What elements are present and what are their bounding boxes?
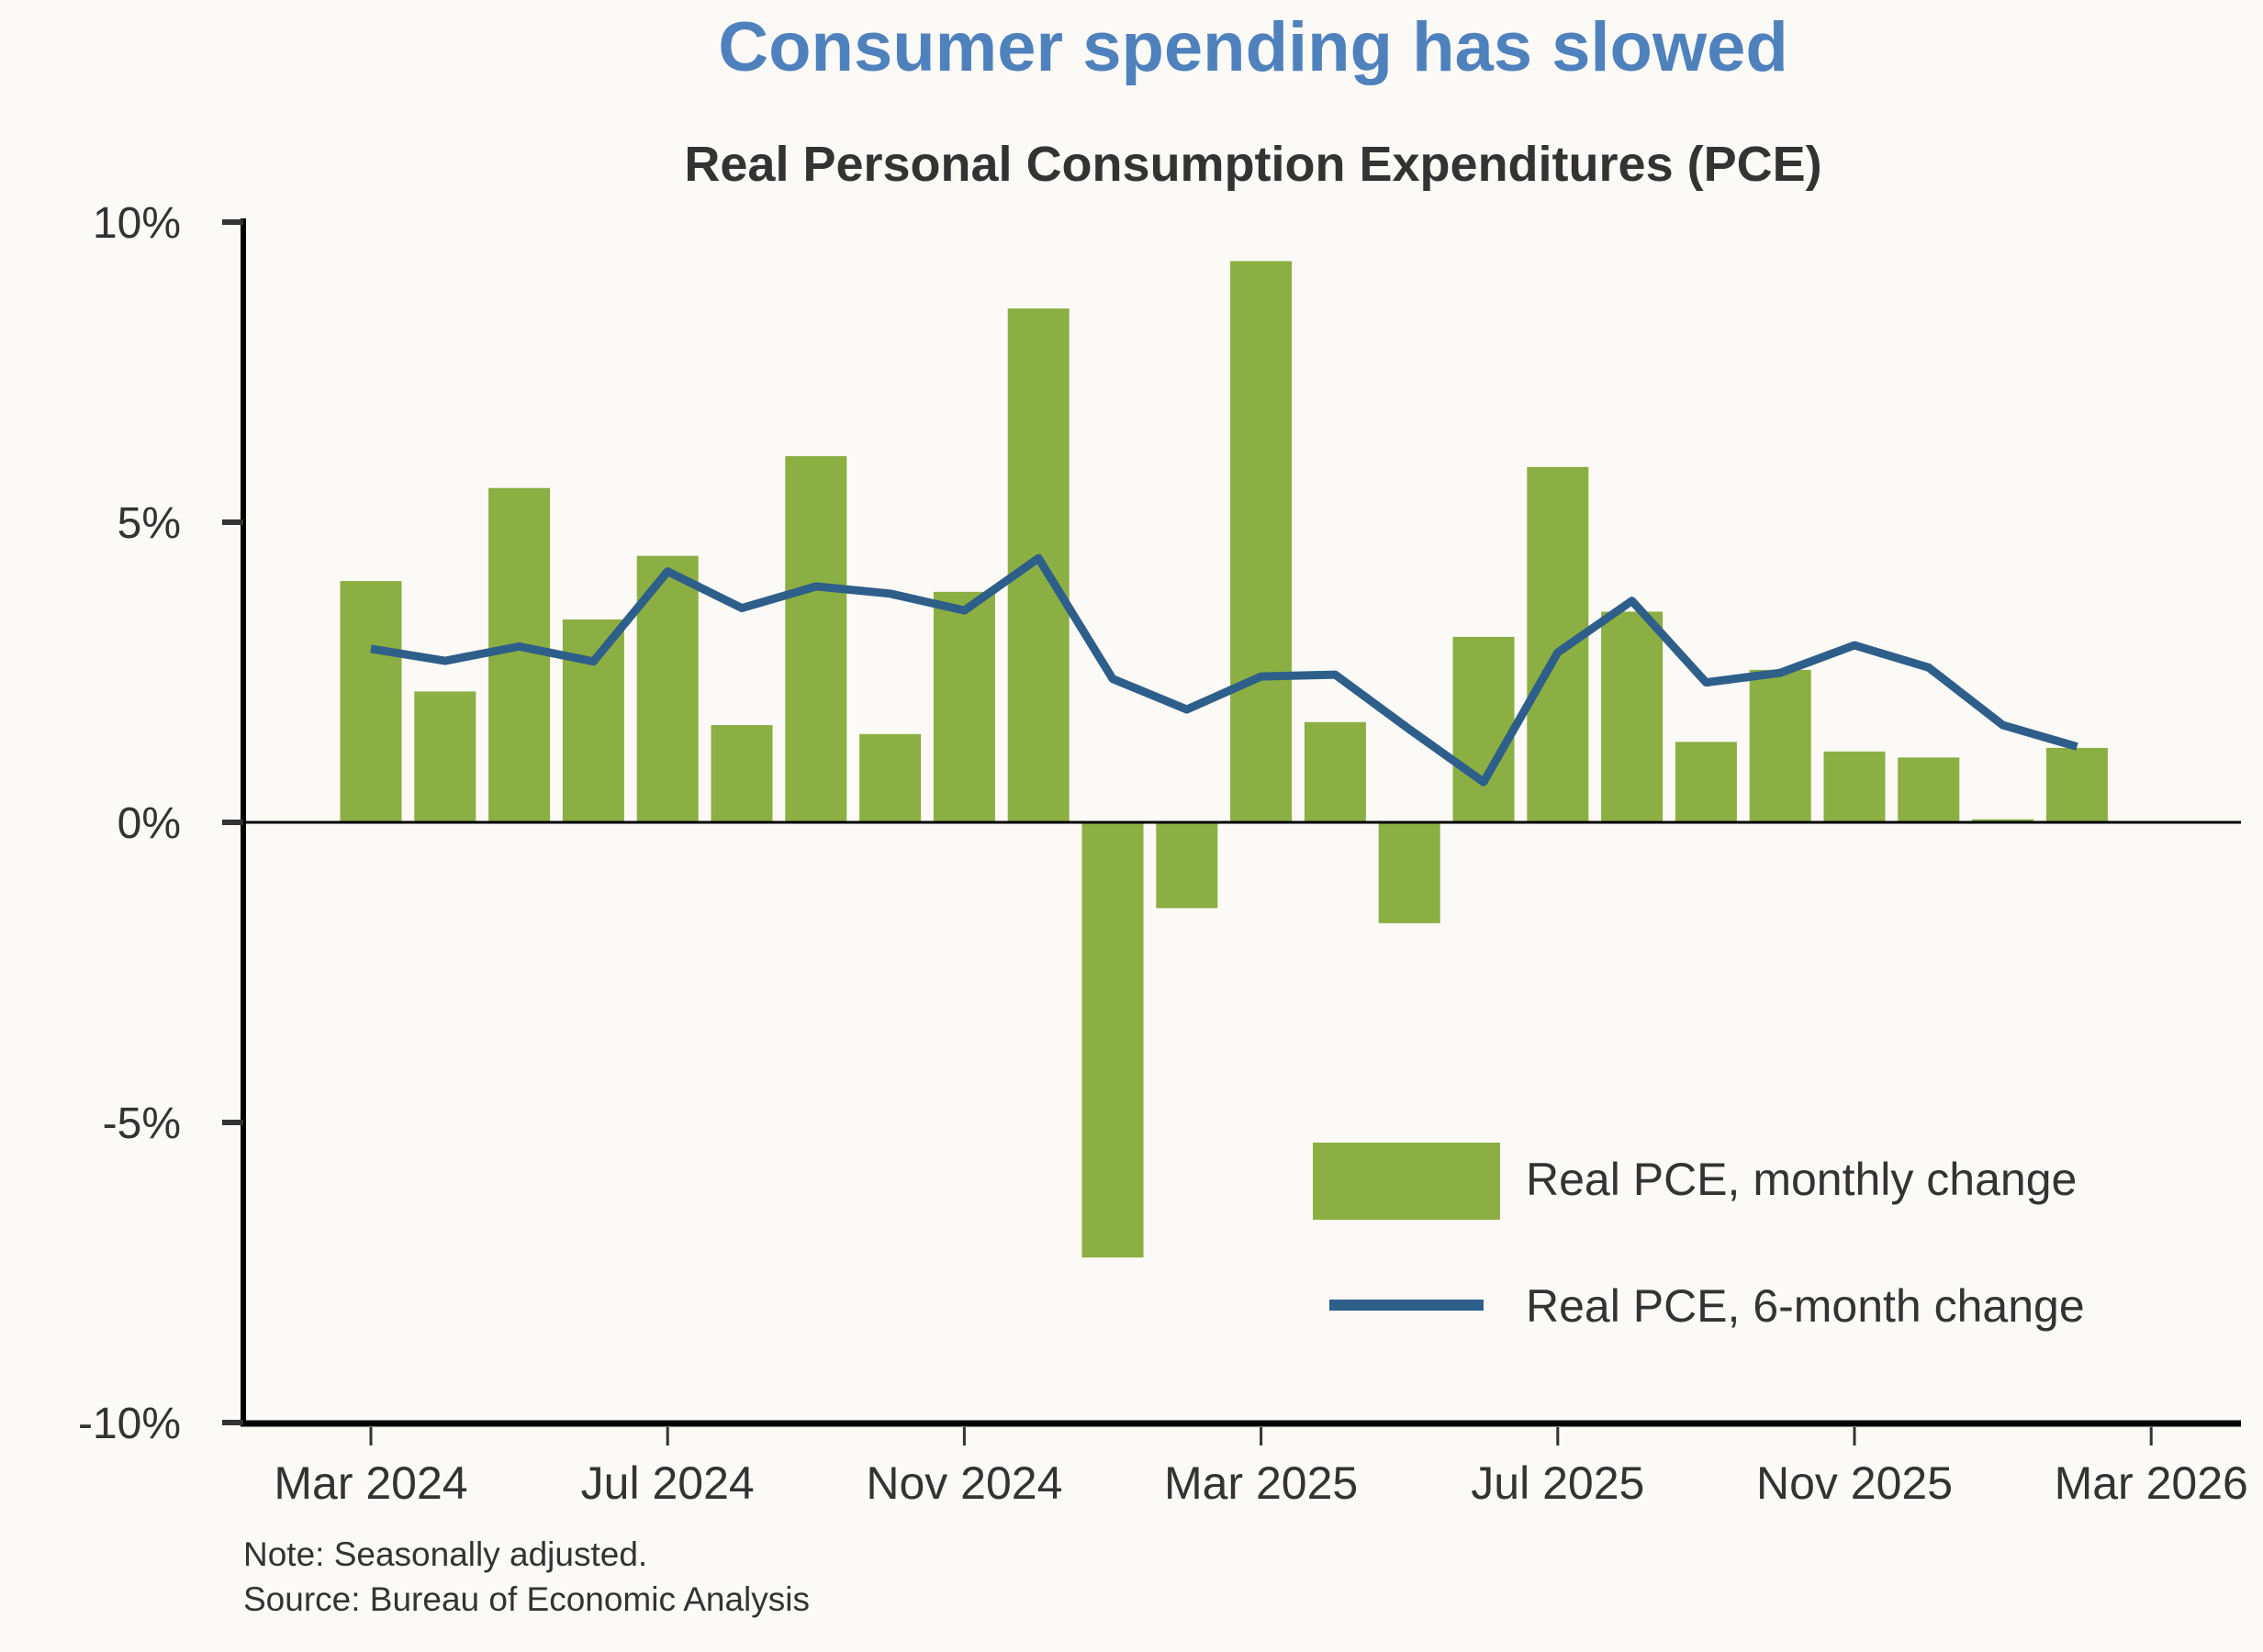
bar-nov-2024 xyxy=(933,591,995,822)
bar-jan-2026 xyxy=(1972,819,2034,822)
bar-nov-2025 xyxy=(1823,751,1886,822)
x-tick-label: Nov 2024 xyxy=(866,1457,1062,1509)
source-text: Source: Bureau of Economic Analysis xyxy=(243,1580,810,1618)
bar-jun-2024 xyxy=(562,619,624,822)
legend-label-6-month: Real PCE, 6-month change xyxy=(1526,1280,2085,1332)
bar-may-2025 xyxy=(1378,822,1440,923)
x-tick-label: Jul 2024 xyxy=(581,1457,755,1509)
bar-apr-2025 xyxy=(1304,721,1366,822)
x-tick-label: Jul 2025 xyxy=(1471,1457,1644,1509)
bar-sep-2024 xyxy=(785,456,847,822)
y-tick-label: -10% xyxy=(78,1400,181,1448)
x-tick-label: Mar 2025 xyxy=(1164,1457,1358,1509)
y-tick-label: 0% xyxy=(118,799,181,848)
bar-jan-2025 xyxy=(1081,822,1144,1258)
bar-may-2024 xyxy=(488,487,551,822)
bar-aug-2025 xyxy=(1601,611,1664,822)
bar-series xyxy=(340,261,2108,1258)
x-tick-label: Nov 2025 xyxy=(1756,1457,1953,1509)
line-series-6-month xyxy=(370,553,2078,787)
y-tick-label: -5% xyxy=(103,1099,181,1148)
y-tick-label: 5% xyxy=(118,499,181,548)
chart-subtitle: Real Personal Consumption Expenditures (… xyxy=(684,137,1822,192)
x-tick-label: Mar 2024 xyxy=(274,1457,467,1509)
bar-aug-2024 xyxy=(711,725,773,822)
bar-oct-2025 xyxy=(1749,669,1811,822)
bar-apr-2024 xyxy=(414,691,476,822)
bar-sep-2025 xyxy=(1675,742,1737,822)
x-tick-label: Mar 2026 xyxy=(2055,1457,2248,1509)
bar-feb-2025 xyxy=(1156,822,1218,909)
legend-label-monthly: Real PCE, monthly change xyxy=(1526,1154,2077,1205)
legend-swatch-monthly xyxy=(1313,1143,1500,1220)
note-text: Note: Seasonally adjusted. xyxy=(243,1535,648,1573)
bar-dec-2025 xyxy=(1898,757,1960,822)
bar-jun-2025 xyxy=(1452,636,1515,822)
bar-oct-2024 xyxy=(859,733,922,822)
bar-mar-2025 xyxy=(1230,261,1293,822)
y-tick-label: 10% xyxy=(93,199,181,248)
legend: Real PCE, monthly change Real PCE, 6-mon… xyxy=(1313,1143,2085,1332)
bar-mar-2024 xyxy=(340,581,402,822)
bar-jul-2025 xyxy=(1527,466,1589,822)
bar-feb-2026 xyxy=(2045,747,2108,822)
chart-title: Consumer spending has slowed xyxy=(718,8,1788,86)
